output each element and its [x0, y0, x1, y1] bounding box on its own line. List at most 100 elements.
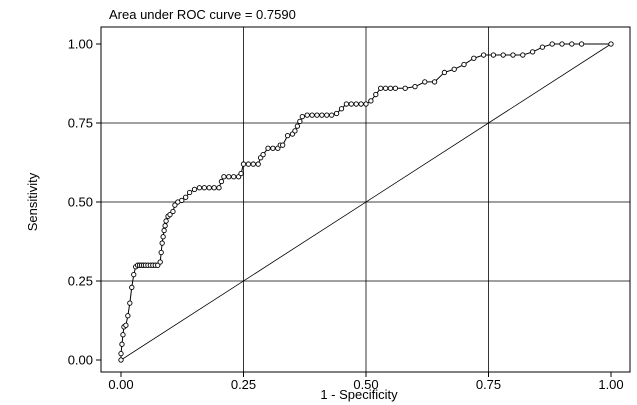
roc-point: [131, 272, 137, 278]
roc-point: [162, 223, 168, 229]
roc-point: [118, 351, 124, 357]
roc-point: [260, 151, 266, 158]
roc-point: [297, 118, 303, 125]
roc-point: [358, 101, 364, 107]
roc-point: [373, 91, 379, 98]
x-tick-label: 0.50: [353, 377, 378, 392]
roc-point: [348, 101, 354, 107]
reference-line: [120, 43, 612, 361]
roc-point: [231, 174, 237, 180]
y-tick-label: 0.50: [68, 195, 93, 210]
roc-point: [382, 85, 389, 91]
roc-point: [333, 110, 340, 117]
roc-point: [280, 142, 286, 148]
roc-point: [240, 161, 247, 167]
roc-point: [191, 186, 198, 193]
roc-point: [221, 174, 227, 180]
y-tick-label: 0.00: [68, 353, 93, 368]
roc-point: [353, 101, 359, 107]
roc-point: [539, 44, 546, 50]
roc-point: [431, 79, 438, 85]
roc-point: [159, 240, 165, 246]
roc-point: [265, 145, 271, 151]
x-tick-label: 0.00: [108, 377, 133, 392]
roc-point: [211, 185, 217, 191]
roc-point: [392, 85, 399, 91]
roc-point: [292, 128, 298, 134]
roc-point: [120, 332, 126, 338]
roc-point: [451, 66, 457, 72]
roc-point: [461, 61, 467, 68]
roc-point: [480, 52, 487, 58]
roc-point: [412, 84, 418, 90]
roc-point: [255, 161, 261, 167]
x-axis-label: 1 - Specificity: [320, 387, 398, 402]
roc-point: [319, 112, 325, 118]
roc-point: [216, 185, 222, 191]
roc-point: [559, 41, 565, 47]
roc-point: [196, 185, 203, 191]
roc-point: [123, 322, 129, 328]
roc-point: [343, 101, 350, 107]
roc-point: [378, 85, 384, 91]
roc-point: [309, 112, 315, 118]
roc-point: [338, 106, 345, 112]
y-tick-label: 0.75: [68, 116, 93, 131]
roc-point: [245, 161, 252, 167]
roc-point: [201, 185, 207, 191]
roc-point: [324, 112, 330, 118]
roc-point: [172, 202, 178, 208]
roc-point: [402, 85, 408, 91]
roc-point: [118, 357, 124, 363]
y-tick-label: 1.00: [68, 37, 93, 52]
roc-point: [270, 145, 276, 151]
roc-point: [578, 41, 585, 47]
axis-ticks: 0.00 0.25 0.50 0.75 1.00 0.00 0.25 0.50 0.75 1.00: [68, 37, 624, 393]
roc-point: [179, 197, 185, 204]
chart-title: Area under ROC curve = 0.7590: [109, 7, 296, 22]
roc-point: [160, 234, 166, 240]
roc-point: [529, 49, 536, 55]
x-tick-label: 0.25: [231, 377, 256, 392]
roc-point: [186, 189, 193, 196]
roc-point: [163, 218, 169, 224]
roc-point: [294, 123, 301, 129]
roc-point: [206, 185, 212, 191]
roc-point: [183, 194, 189, 200]
roc-point: [490, 52, 497, 58]
roc-point: [158, 249, 164, 256]
roc-point: [250, 161, 256, 167]
roc-point: [471, 55, 477, 61]
roc-point: [329, 112, 335, 118]
x-tick-label: 1.00: [598, 377, 623, 392]
roc-point: [441, 69, 448, 76]
roc-point: [161, 227, 167, 234]
series-layer: [118, 41, 614, 363]
roc-point: [125, 313, 131, 319]
roc-point: [314, 112, 320, 118]
roc-point: [510, 52, 516, 58]
roc-point: [368, 98, 374, 104]
gridlines: [101, 27, 630, 372]
roc-point: [569, 41, 575, 47]
roc-point: [422, 79, 428, 85]
roc-point: [520, 52, 526, 58]
roc-point: [363, 101, 369, 107]
roc-point: [500, 52, 506, 58]
roc-point: [127, 300, 133, 306]
roc-point: [119, 341, 125, 347]
roc-point: [157, 259, 163, 265]
roc-point: [167, 211, 173, 218]
roc-point: [304, 112, 310, 118]
roc-point: [170, 208, 176, 215]
roc-point: [549, 41, 555, 47]
roc-point: [238, 170, 244, 177]
roc-point: [226, 174, 232, 180]
y-tick-label: 0.25: [68, 274, 93, 289]
roc-point: [299, 114, 305, 120]
roc-point: [284, 132, 291, 139]
roc-point: [218, 178, 225, 185]
x-tick-label: 0.75: [476, 377, 501, 392]
roc-point: [129, 284, 135, 290]
